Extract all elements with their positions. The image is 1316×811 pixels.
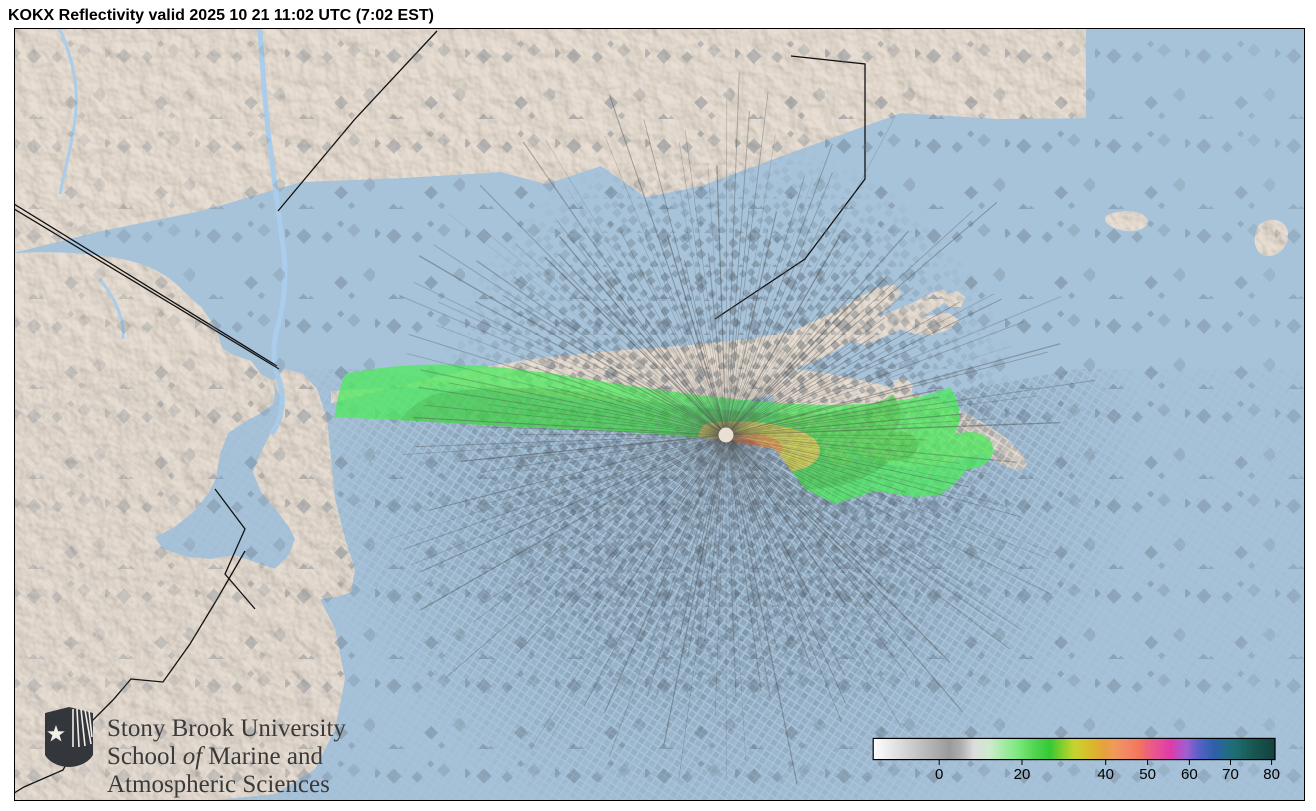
svg-text:0: 0: [935, 766, 943, 783]
svg-text:40: 40: [1097, 766, 1114, 783]
svg-text:50: 50: [1139, 766, 1156, 783]
svg-text:60: 60: [1181, 766, 1198, 783]
svg-text:70: 70: [1222, 766, 1239, 783]
svg-text:80: 80: [1263, 766, 1280, 783]
svg-text:20: 20: [1014, 766, 1031, 783]
